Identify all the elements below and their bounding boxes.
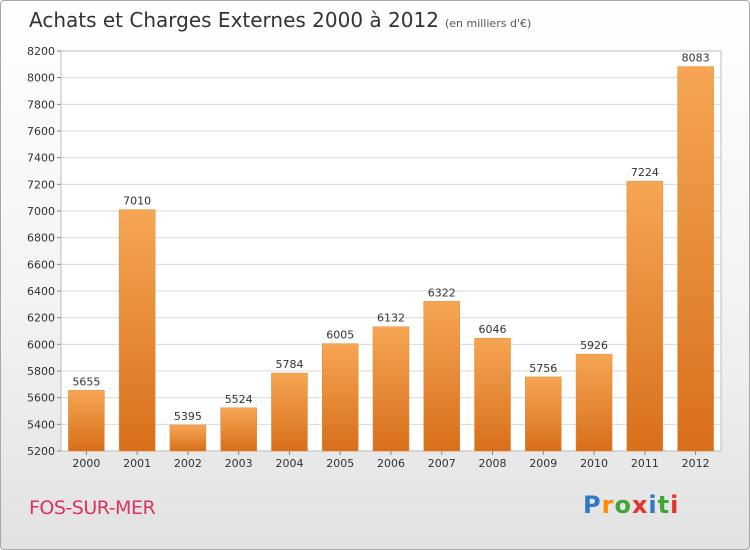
bar — [169, 424, 207, 452]
bar — [220, 407, 257, 452]
x-tick-label: 2002 — [174, 457, 202, 470]
bar — [423, 301, 461, 452]
x-tick-label: 2003 — [225, 457, 253, 470]
y-tick-label: 5600 — [27, 392, 55, 405]
title-text: Achats et Charges Externes 2000 à 2012 — [29, 8, 439, 32]
unit-subtitle: (en milliers d'€) — [444, 17, 532, 30]
y-tick-label: 5200 — [27, 445, 55, 458]
x-tick-label: 2000 — [72, 457, 100, 470]
x-tick-label: 2001 — [123, 457, 151, 470]
y-tick-label: 6800 — [27, 232, 55, 245]
data-label: 6005 — [326, 329, 354, 342]
bar — [271, 372, 308, 452]
bar — [677, 66, 714, 452]
data-label: 6322 — [428, 286, 456, 299]
y-tick-label: 7600 — [27, 125, 55, 138]
x-tick-label: 2010 — [580, 457, 608, 470]
data-label: 5524 — [225, 393, 253, 406]
x-tick-label: 2007 — [428, 457, 456, 470]
x-tick-label: 2012 — [682, 457, 710, 470]
data-label: 5395 — [174, 410, 202, 423]
x-tick-label: 2006 — [377, 457, 405, 470]
x-axis: 2000 2001 2002 2003 2004 2005 2006 2007 2008 2009… — [72, 451, 710, 470]
y-tick-label: 5800 — [27, 365, 55, 378]
x-tick-label: 2008 — [479, 457, 507, 470]
bar — [575, 353, 613, 452]
data-label: 6046 — [479, 323, 507, 336]
bar — [474, 337, 511, 452]
bar — [525, 376, 562, 452]
y-tick-label: 6400 — [27, 285, 55, 298]
commune-name: FOS-SUR-MER — [29, 497, 156, 519]
y-tick-label: 6200 — [27, 312, 55, 325]
data-label: 5655 — [72, 375, 100, 388]
x-tick-label: 2009 — [529, 457, 557, 470]
data-label: 7224 — [631, 166, 659, 179]
bar — [372, 326, 410, 452]
data-label: 5784 — [275, 358, 303, 371]
y-tick-label: 7000 — [27, 205, 55, 218]
data-label: 8083 — [682, 52, 710, 65]
chart-title: Achats et Charges Externes 2000 à 2012 (e… — [29, 8, 531, 32]
y-tick-label: 6000 — [27, 338, 55, 351]
y-tick-label: 5400 — [27, 418, 55, 431]
y-tick-label: 8200 — [27, 45, 55, 58]
y-axis: 5200 5400 5600 5800 6000 6200 6400 6600 6800 7000… — [27, 45, 61, 458]
x-tick-label: 2011 — [631, 457, 659, 470]
bar — [68, 390, 105, 452]
x-tick-label: 2004 — [275, 457, 303, 470]
y-tick-label: 6600 — [27, 258, 55, 271]
bars: 5655 7010 5395 5524 5784 6005 6132 6322 6046 5756… — [68, 52, 714, 452]
proxiti-logo[interactable]: Proxiti — [583, 491, 680, 519]
x-tick-label: 2005 — [326, 457, 354, 470]
data-label: 7010 — [123, 195, 151, 208]
y-tick-label: 8000 — [27, 72, 55, 85]
data-label: 5926 — [580, 339, 608, 352]
bar — [321, 343, 359, 452]
data-label: 5756 — [529, 362, 557, 375]
y-tick-label: 7800 — [27, 98, 55, 111]
y-tick-label: 7200 — [27, 178, 55, 191]
bar — [626, 180, 664, 452]
bar — [118, 209, 156, 452]
data-label: 6132 — [377, 312, 405, 325]
y-tick-label: 7400 — [27, 152, 55, 165]
